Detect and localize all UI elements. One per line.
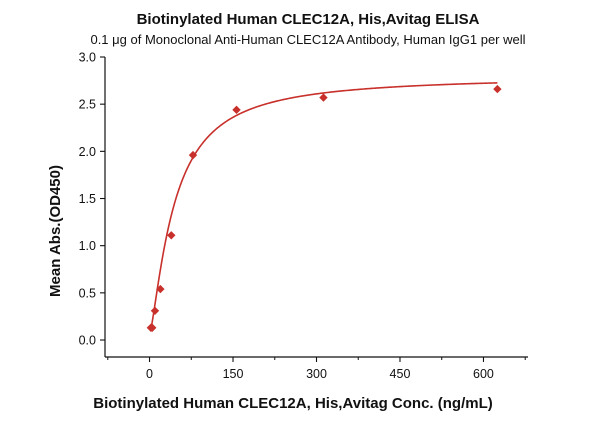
data-point (188, 150, 198, 160)
fit-curve-layer (150, 82, 498, 330)
x-tick-label: 150 (223, 367, 244, 381)
y-tick-label: 1.0 (79, 239, 96, 253)
y-tick-label: 2.0 (79, 145, 96, 159)
data-point (493, 84, 502, 94)
fit-curve (150, 82, 498, 330)
x-tick-label: 0 (146, 367, 153, 381)
x-tick-label: 450 (390, 367, 411, 381)
data-point (167, 231, 176, 240)
x-tick-label: 600 (473, 367, 494, 381)
data-point (319, 93, 328, 102)
y-axis-label: Mean Abs.(OD450) (47, 165, 64, 297)
data-point (150, 306, 160, 315)
axes: 0.0 0.5 1.0 1.5 2.0 2.5 3.0 0 150 300 450 600 (79, 51, 528, 381)
data-point (232, 105, 241, 115)
x-tick-label: 300 (306, 367, 327, 381)
y-tick-label: 2.5 (79, 98, 96, 112)
chart-title: Biotinylated Human CLEC12A, His,Avitag E… (137, 11, 480, 28)
y-tick-label: 0.5 (79, 286, 96, 300)
data-point (156, 284, 165, 294)
chart-subtitle: 0.1 μg of Monoclonal Anti-Human CLEC12A … (90, 32, 525, 47)
x-axis-label: Biotinylated Human CLEC12A, His,Avitag C… (93, 395, 492, 412)
y-tick-label: 3.0 (79, 51, 96, 65)
data-points (146, 84, 502, 332)
data-point (148, 323, 157, 332)
y-tick-label: 0.0 (79, 334, 96, 348)
y-tick-label: 1.5 (79, 192, 96, 206)
